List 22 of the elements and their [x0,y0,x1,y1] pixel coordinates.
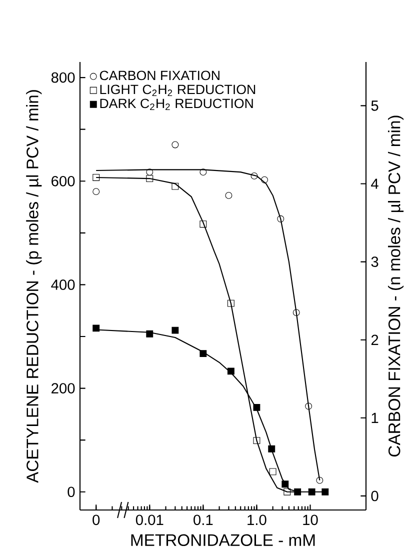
y-tick-label: 0 [68,486,75,498]
y2-tick-label: 5 [371,100,378,111]
y2-tick-label: 4 [371,178,378,189]
x-tick-label: 0.1 [194,514,213,526]
x-axis-title: METRONIDAZOLE - mM [131,534,315,546]
legend-label: LIGHT C$_{2}$H$_{2}$ REDUCTION [100,84,256,96]
y2-axis-title: CARBON FIXATION - (n moles / µl PCV / min) [388,116,404,456]
y-tick-label: 600 [52,176,75,186]
y2-tick-label: 2 [371,334,378,345]
x-tick-label: 0 [92,514,100,526]
legend-label: CARBON FIXATION [100,70,220,80]
x-tick-label: 1.0 [248,514,266,526]
y2-tick-label: 0 [371,490,378,502]
y-tick-label: 800 [51,72,75,83]
y-axis-title: ACETYLENE REDUCTION - (p moles / µl PCV / min) [26,90,42,483]
x-tick-label: 10 [303,514,318,526]
y2-tick-label: 1 [372,412,378,423]
x-tick-label: 0.01 [136,514,164,526]
y-tick-label: 400 [51,280,75,290]
y2-tick-label: 3 [371,256,378,267]
y-tick-label: 200 [52,383,75,394]
legend-label: DARK C$_{2}$H$_{2}$ REDUCTION [100,98,253,110]
